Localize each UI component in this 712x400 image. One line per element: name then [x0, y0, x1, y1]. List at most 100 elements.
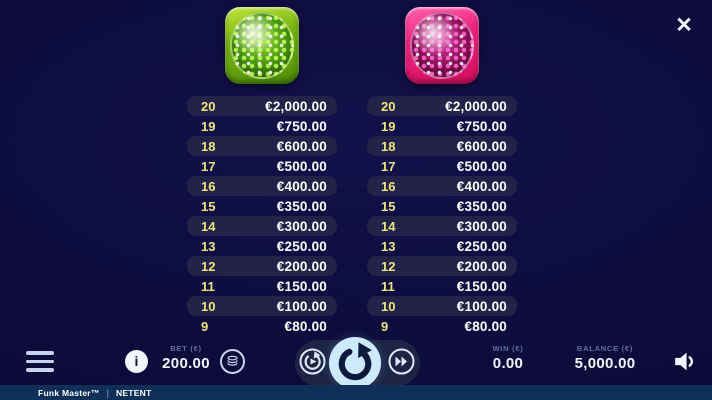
paytable-row: 9 €80.00 — [187, 316, 337, 336]
symbol-count: 12 — [381, 258, 396, 274]
game-title: Funk Master™ — [38, 387, 100, 398]
menu-icon — [26, 359, 54, 364]
coin-stack-icon — [227, 355, 238, 366]
symbol-count: 9 — [201, 318, 209, 334]
payout-value: €2,000.00 — [265, 98, 327, 114]
paytable-row: 12 €200.00 — [367, 256, 517, 276]
bet-level-button[interactable] — [220, 349, 245, 374]
payout-value: €500.00 — [276, 158, 327, 174]
payout-value: €350.00 — [276, 198, 327, 214]
paytable-row: 14 €300.00 — [187, 216, 337, 236]
paytable-green-rows: 20 €2,000.00 19 €750.00 18 €600.00 17 €5… — [187, 96, 337, 336]
balance-label: BALANCE (€) — [576, 344, 634, 353]
payout-value: €600.00 — [276, 138, 327, 154]
payout-value: €80.00 — [464, 318, 507, 334]
paytable-row: 12 €200.00 — [187, 256, 337, 276]
speaker-icon — [675, 352, 694, 371]
symbol-count: 17 — [201, 158, 216, 174]
paytable-pink: 20 €2,000.00 19 €750.00 18 €600.00 17 €5… — [367, 7, 517, 336]
balance-value: 5,000.00 — [574, 355, 636, 372]
paytable-row: 11 €150.00 — [367, 276, 517, 296]
autoplay-icon — [299, 348, 326, 375]
payout-value: €150.00 — [276, 278, 327, 294]
payout-value: €150.00 — [456, 278, 507, 294]
symbol-count: 14 — [381, 218, 396, 234]
payout-value: €80.00 — [284, 318, 327, 334]
paytable-row: 20 €2,000.00 — [367, 96, 517, 116]
footer-separator: | — [106, 387, 109, 398]
menu-icon — [26, 368, 54, 372]
payout-value: €100.00 — [456, 298, 507, 314]
provider-name: NETENT — [115, 387, 152, 398]
payout-value: €300.00 — [276, 218, 327, 234]
symbol-count: 14 — [201, 218, 216, 234]
symbol-count: 19 — [381, 118, 396, 134]
symbol-count: 10 — [381, 298, 396, 314]
payout-value: €250.00 — [276, 238, 327, 254]
symbol-count: 17 — [381, 158, 396, 174]
paytable-row: 17 €500.00 — [367, 156, 517, 176]
close-icon[interactable]: ✕ — [670, 12, 698, 40]
symbol-count: 20 — [381, 98, 396, 114]
symbol-count: 13 — [201, 238, 216, 254]
paytable-row: 17 €500.00 — [187, 156, 337, 176]
paytable-row: 13 €250.00 — [367, 236, 517, 256]
win-value: 0.00 — [492, 355, 524, 372]
paytable-row: 15 €350.00 — [187, 196, 337, 216]
payout-value: €100.00 — [276, 298, 327, 314]
spin-button[interactable] — [329, 337, 381, 389]
fast-forward-button[interactable] — [388, 348, 415, 375]
payout-value: €350.00 — [456, 198, 507, 214]
bet-value: 200.00 — [162, 355, 210, 372]
paytable-row: 20 €2,000.00 — [187, 96, 337, 116]
paytable-row: 18 €600.00 — [187, 136, 337, 156]
payout-value: €2,000.00 — [445, 98, 507, 114]
paytable-row: 16 €400.00 — [367, 176, 517, 196]
green-disco-ball-symbol — [225, 7, 299, 84]
payout-value: €500.00 — [456, 158, 507, 174]
symbol-count: 9 — [381, 318, 389, 334]
symbol-count: 15 — [381, 198, 396, 214]
payout-value: €300.00 — [456, 218, 507, 234]
win-display: WIN (€) 0.00 — [470, 344, 546, 372]
pink-disco-ball-symbol — [405, 7, 479, 84]
paytable-row: 10 €100.00 — [367, 296, 517, 316]
symbol-count: 20 — [201, 98, 216, 114]
paytable-row: 9 €80.00 — [367, 316, 517, 336]
paytable-row: 19 €750.00 — [367, 116, 517, 136]
balance-display: BALANCE (€) 5,000.00 — [558, 344, 652, 372]
paytable-row: 19 €750.00 — [187, 116, 337, 136]
payout-value: €250.00 — [456, 238, 507, 254]
symbol-count: 13 — [381, 238, 396, 254]
symbol-count: 10 — [201, 298, 216, 314]
symbol-count: 16 — [381, 178, 396, 194]
green-disco-ball-icon — [230, 12, 294, 79]
paytable-pink-rows: 20 €2,000.00 19 €750.00 18 €600.00 17 €5… — [367, 96, 517, 336]
info-button[interactable]: i — [125, 350, 148, 373]
paytable-row: 16 €400.00 — [187, 176, 337, 196]
symbol-count: 15 — [201, 198, 216, 214]
symbol-count: 18 — [201, 138, 216, 154]
bet-display: BET (€) 200.00 — [147, 344, 225, 372]
symbol-count: 16 — [201, 178, 216, 194]
sound-button[interactable] — [671, 348, 698, 375]
payout-value: €750.00 — [456, 118, 507, 134]
paytable-row: 10 €100.00 — [187, 296, 337, 316]
autoplay-button[interactable] — [299, 348, 326, 375]
win-label: WIN (€) — [492, 344, 524, 353]
payout-value: €600.00 — [456, 138, 507, 154]
paytable-row: 14 €300.00 — [367, 216, 517, 236]
game-footer: Funk Master™ | NETENT — [0, 385, 712, 400]
symbol-count: 11 — [381, 278, 395, 294]
spin-arrow-icon — [338, 342, 372, 381]
symbol-count: 11 — [201, 278, 215, 294]
menu-icon — [26, 351, 54, 355]
paytable-row: 11 €150.00 — [187, 276, 337, 296]
menu-button[interactable] — [26, 351, 54, 372]
symbol-count: 18 — [381, 138, 396, 154]
paytable-green: 20 €2,000.00 19 €750.00 18 €600.00 17 €5… — [187, 7, 337, 336]
payout-value: €750.00 — [276, 118, 327, 134]
payout-value: €400.00 — [456, 178, 507, 194]
symbol-count: 12 — [201, 258, 216, 274]
